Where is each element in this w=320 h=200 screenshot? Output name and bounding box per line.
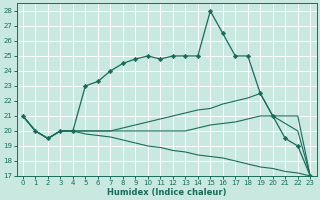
X-axis label: Humidex (Indice chaleur): Humidex (Indice chaleur): [107, 188, 226, 197]
